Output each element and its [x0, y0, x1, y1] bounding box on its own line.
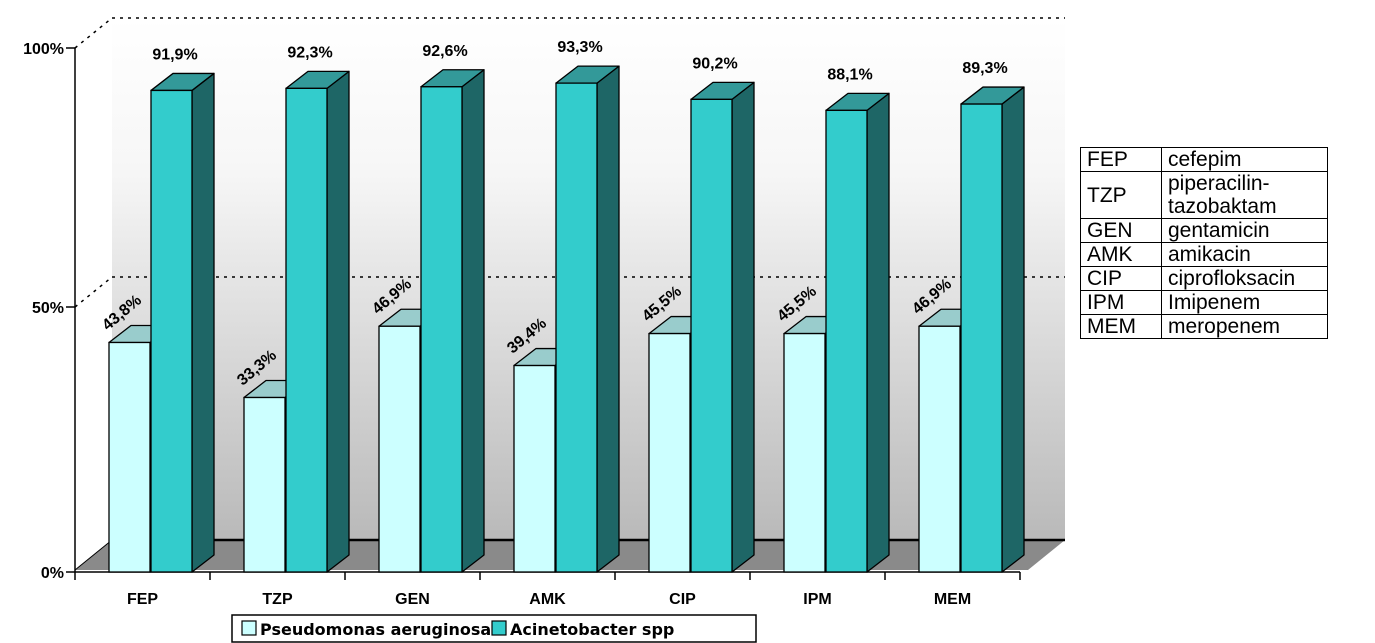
abbreviation-code: IPM [1080, 290, 1162, 315]
bar-acinetobacter-gen [420, 69, 485, 573]
chart-side-wall [75, 18, 112, 570]
value-label-acinetobacter-mem: 89,3% [962, 60, 1007, 77]
bar-acinetobacter-cip [690, 81, 755, 573]
abbreviation-row: CIP ciprofloksacin [1080, 266, 1328, 291]
x-tick-label-gen: GEN [395, 591, 430, 608]
abbreviation-code: TZP [1080, 171, 1162, 219]
abbreviation-code: AMK [1080, 242, 1162, 267]
x-tick-label-mem: MEM [934, 591, 971, 608]
abbreviation-row: FEP cefepim [1080, 147, 1328, 172]
legend-swatch-acinetobacter [491, 620, 507, 636]
abbreviation-code: MEM [1080, 314, 1162, 339]
value-label-acinetobacter-cip: 90,2% [692, 55, 737, 72]
y-tick-label-0: 0% [41, 565, 64, 582]
x-tick-labels: FEP TZP GEN AMK CIP IPM MEM [127, 591, 971, 608]
abbreviation-row: GEN gentamicin [1080, 218, 1328, 243]
x-tick-label-fep: FEP [127, 591, 158, 608]
x-ticks [74, 572, 1021, 580]
bar-acinetobacter-ipm [825, 92, 890, 573]
abbreviation-row: AMK amikacin [1080, 242, 1328, 267]
value-label-acinetobacter-amk: 93,3% [557, 39, 602, 56]
x-tick-label-ipm: IPM [803, 591, 831, 608]
legend-label-pseudomonas: Pseudomonas aeruginosa [260, 620, 491, 639]
x-tick-label-tzp: TZP [262, 591, 293, 608]
legend: Pseudomonas aeruginosa Acinetobacter spp [231, 614, 757, 643]
abbreviation-description: meropenem [1161, 314, 1328, 339]
y-tick-labels: 100% 50% 0% [23, 41, 64, 582]
y-ticks [66, 47, 75, 573]
x-tick-label-amk: AMK [529, 591, 566, 608]
bar-acinetobacter-amk [555, 65, 620, 573]
value-label-acinetobacter-tzp: 92,3% [287, 44, 332, 61]
abbreviation-description: gentamicin [1161, 218, 1328, 243]
value-label-acinetobacter-fep: 91,9% [152, 46, 197, 63]
bar-acinetobacter-tzp [285, 70, 350, 573]
abbreviation-description: Imipenem [1161, 290, 1328, 315]
abbreviation-description: ciprofloksacin [1161, 266, 1328, 291]
value-label-acinetobacter-ipm: 88,1% [827, 66, 872, 83]
bar-chart: 100% 50% 0% FEP TZP GEN AMK CIP IPM MEM 43,8%9… [23, 17, 1065, 643]
abbreviation-description: cefepim [1161, 147, 1328, 172]
abbreviation-row: IPM Imipenem [1080, 290, 1328, 315]
abbreviation-row: MEM meropenem [1080, 314, 1328, 339]
legend-label-acinetobacter: Acinetobacter spp [510, 620, 674, 639]
abbreviation-code: CIP [1080, 266, 1162, 291]
abbreviation-table: FEP cefepim TZP piperacilin-tazobaktam GEN ge… [1080, 147, 1328, 339]
abbreviation-description: piperacilin-tazobaktam [1161, 171, 1328, 219]
bar-acinetobacter-fep [150, 72, 215, 573]
y-tick-label-50: 50% [32, 300, 64, 317]
x-tick-label-cip: CIP [669, 591, 696, 608]
abbreviation-code: GEN [1080, 218, 1162, 243]
value-label-acinetobacter-gen: 92,6% [422, 43, 467, 60]
floor-left-edge [74, 539, 113, 571]
y-tick-label-100: 100% [23, 41, 64, 58]
bars [108, 65, 1025, 573]
abbreviation-code: FEP [1080, 147, 1162, 172]
abbreviation-description: amikacin [1161, 242, 1328, 267]
bar-acinetobacter-mem [960, 86, 1025, 573]
abbreviation-row: TZP piperacilin-tazobaktam [1080, 171, 1328, 219]
legend-swatch-pseudomonas [241, 620, 257, 636]
